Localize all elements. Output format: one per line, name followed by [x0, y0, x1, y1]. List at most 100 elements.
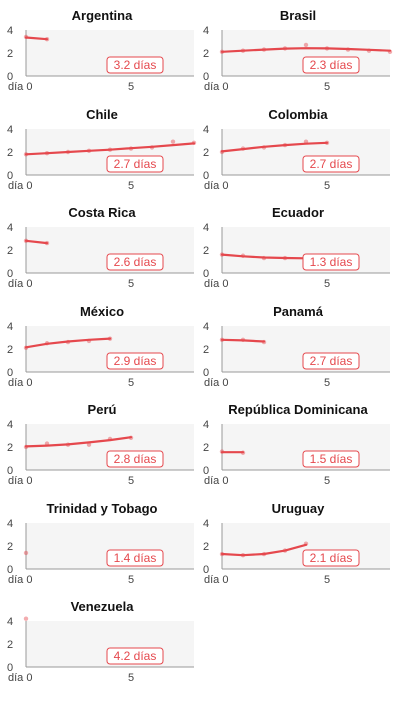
x-tick-label: 5 [128, 475, 134, 487]
panel-title: Panamá [273, 303, 323, 319]
data-point [23, 550, 29, 555]
y-tick-label: 4 [7, 419, 13, 431]
x-tick-label: 5 [128, 574, 134, 586]
x-tick-label: día 0 [8, 180, 32, 192]
value-badge-label: 2.6 días [114, 255, 157, 269]
y-tick-label: 4 [7, 616, 13, 628]
panel-plot: 0 2 4 día 0 5 2.3 días [203, 25, 393, 93]
value-badge-label: 2.7 días [310, 354, 353, 368]
y-tick-label: 0 [7, 170, 13, 182]
panel-title: Uruguay [271, 500, 325, 516]
value-badge [302, 56, 360, 74]
panel-plot: 0 2 4 día 0 5 1.5 días [203, 419, 390, 487]
y-tick-label: 0 [203, 367, 209, 379]
x-tick-label: día 0 [8, 574, 32, 586]
x-tick-label: día 0 [8, 81, 32, 93]
y-tick-label: 2 [203, 344, 209, 356]
panel-title: Venezuela [70, 599, 134, 614]
y-tick-label: 2 [203, 442, 209, 454]
panel-title: Costa Rica [68, 205, 136, 220]
y-tick-label: 2 [7, 442, 13, 454]
y-tick-label: 2 [203, 541, 209, 553]
y-tick-label: 0 [7, 367, 13, 379]
y-tick-label: 4 [7, 25, 13, 37]
x-tick-label: 5 [128, 180, 134, 192]
y-tick-label: 0 [203, 170, 209, 182]
x-tick-label: 5 [128, 81, 134, 93]
panel-plot: 0 2 4 día 0 5 2.1 días [203, 518, 390, 586]
value-badge-label: 2.7 días [114, 157, 157, 171]
y-tick-label: 2 [7, 541, 13, 553]
value-badge [302, 450, 360, 468]
x-tick-label: día 0 [204, 377, 228, 389]
panel-plot: 0 2 4 día 0 5 1.4 días [7, 518, 194, 586]
y-tick-label: 0 [7, 662, 13, 674]
trend-line [24, 36, 49, 41]
value-badge-label: 2.9 días [114, 354, 157, 368]
trend-line [24, 436, 133, 448]
chart-panel: Costa Rica 0 2 4 día 0 5 2.6 días [4, 205, 200, 303]
x-tick-label: 5 [324, 574, 330, 586]
y-tick-label: 4 [7, 124, 13, 136]
chart-panel: Argentina 0 2 4 día 0 5 3.2 días [4, 8, 200, 106]
y-tick-label: 2 [7, 245, 13, 257]
panel-plot: 0 2 4 día 0 5 2.7 días [203, 124, 390, 192]
y-tick-label: 0 [203, 71, 209, 83]
trend-line [220, 338, 266, 343]
x-tick-label: 5 [128, 377, 134, 389]
y-tick-label: 2 [203, 147, 209, 159]
y-tick-label: 4 [7, 321, 13, 333]
panel-title: Argentina [71, 8, 133, 23]
y-tick-label: 2 [7, 48, 13, 60]
chart-panel: Panamá 0 2 4 día 0 5 2.7 días [200, 304, 396, 402]
panel-title: República Dominicana [228, 402, 368, 417]
panel-plot: 0 2 4 día 0 5 1.3 días [203, 222, 390, 290]
chart-panel: Ecuador 0 2 4 día 0 5 1.3 días [200, 205, 396, 303]
data-point [23, 616, 29, 621]
value-badge [106, 155, 164, 172]
x-tick-label: 5 [128, 278, 134, 290]
chart-panel: Colombia 0 2 4 día 0 5 2.7 días [200, 107, 396, 205]
panel-title: Brasil [279, 8, 317, 23]
y-tick-label: 0 [7, 268, 13, 280]
chart-panel: México 0 2 4 día 0 5 2.9 días [4, 304, 200, 402]
panel-plot: 0 2 4 día 0 5 2.6 días [7, 222, 194, 290]
y-tick-label: 4 [203, 321, 209, 333]
y-tick-label: 4 [203, 518, 209, 530]
chart-panel: República Dominicana 0 2 4 día 0 5 1.5 días [200, 402, 396, 500]
value-badge-label: 2.3 días [310, 58, 353, 72]
y-tick-label: 0 [203, 268, 209, 280]
x-tick-label: 5 [128, 672, 134, 684]
panel-title: Trinidad y Tobago [46, 500, 158, 516]
value-badge-label: 1.3 días [310, 255, 353, 269]
value-badge-label: 1.5 días [310, 452, 353, 466]
y-tick-label: 4 [203, 222, 209, 234]
x-tick-label: 5 [324, 81, 330, 93]
trend-line [24, 141, 196, 155]
y-tick-label: 0 [7, 564, 13, 576]
x-tick-label: 5 [324, 278, 330, 290]
panel-plot: 0 2 4 día 0 5 2.8 días [7, 419, 194, 487]
chart-panel: Trinidad y Tobago 0 2 4 día 0 5 1.4 días [4, 501, 200, 599]
y-tick-label: 0 [7, 71, 13, 83]
value-badge-label: 2.8 días [114, 452, 157, 466]
value-badge [106, 253, 164, 271]
y-tick-label: 0 [7, 465, 13, 477]
value-badge-label: 3.2 días [114, 58, 157, 72]
value-badge [106, 450, 164, 468]
value-badge [302, 155, 360, 172]
chart-panel: Venezuela 0 2 4 día 0 5 4.2 días [4, 599, 200, 697]
y-tick-label: 0 [203, 564, 209, 576]
y-tick-label: 2 [7, 147, 13, 159]
chart-panel: Uruguay 0 2 4 día 0 5 2.1 días [200, 501, 396, 599]
y-tick-label: 2 [7, 639, 13, 651]
trend-line [220, 253, 308, 260]
y-tick-label: 4 [203, 124, 209, 136]
value-badge-label: 4.2 días [114, 649, 157, 663]
trend-line [220, 141, 329, 152]
trend-line [24, 239, 49, 245]
value-badge [302, 253, 360, 271]
y-tick-label: 4 [7, 222, 13, 234]
value-badge [106, 56, 164, 74]
